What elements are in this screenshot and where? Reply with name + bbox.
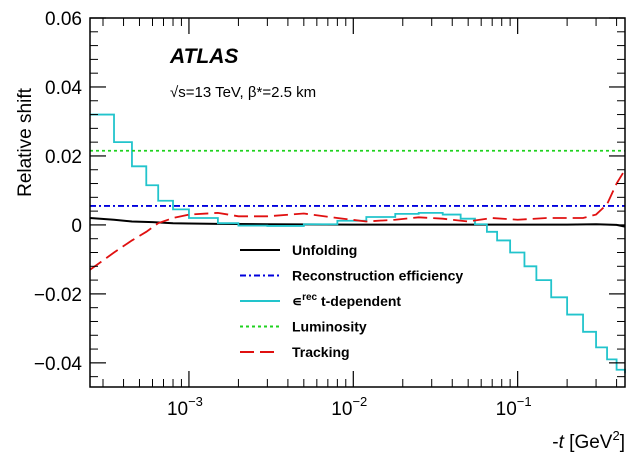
ticks-layer: −0.04 −0.02 0 0.02 0.04 0.06 10−3 10−2 10−1 <box>34 9 625 420</box>
y-tick-label: 0.06 <box>45 9 82 30</box>
x-axis-label: -t [GeV2] <box>552 428 625 453</box>
y-tick-label: −0.02 <box>34 285 82 306</box>
series-line-tracking <box>89 169 626 271</box>
legend: Unfolding Reconstruction efficiency ∊rec t… <box>240 242 463 360</box>
y-tick-label: 0.04 <box>45 78 82 99</box>
legend-label: Unfolding <box>292 242 357 258</box>
y-tick-label: −0.04 <box>34 354 83 375</box>
y-axis-label: Relative shift <box>15 87 36 196</box>
legend-label: Reconstruction efficiency <box>292 268 463 284</box>
series-layer <box>89 113 626 374</box>
x-tick-label: 10−3 <box>167 394 203 420</box>
x-tick-label: 10−2 <box>331 394 367 420</box>
legend-label: ∊rec t-dependent <box>292 292 401 309</box>
series-line-unfolding <box>89 217 626 228</box>
y-tick-label: 0.02 <box>45 147 82 168</box>
legend-label: Tracking <box>292 344 350 360</box>
x-tick-label: 10−1 <box>496 394 532 420</box>
experiment-label: ATLAS <box>169 45 238 68</box>
plot-frame <box>89 17 626 388</box>
y-tick-label: 0 <box>71 216 82 237</box>
legend-label: Luminosity <box>292 319 367 335</box>
series-line--rec-t-dependent <box>90 113 626 374</box>
energy-label: √s=13 TeV, β*=2.5 km <box>170 84 316 101</box>
